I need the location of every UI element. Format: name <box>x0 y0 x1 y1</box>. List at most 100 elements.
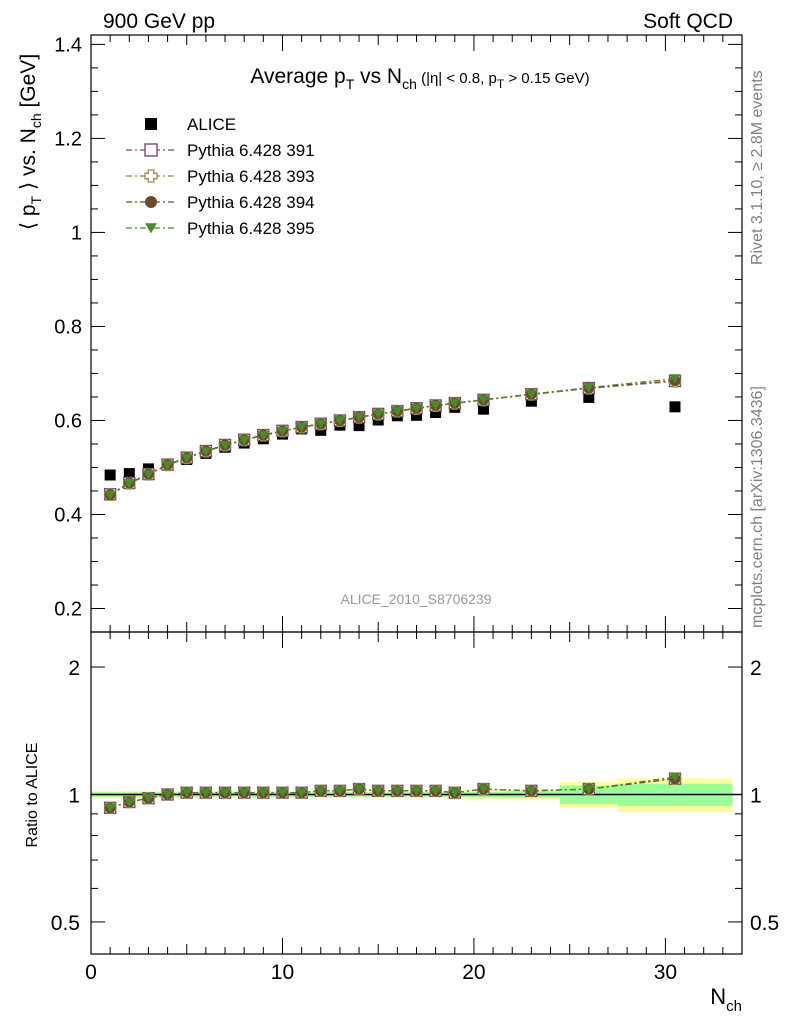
main-title: Average pT vs Nch (|η| < 0.8, pT > 0.15 … <box>250 65 589 92</box>
data-point-circle <box>145 196 157 208</box>
data-point-triangle <box>372 409 384 419</box>
legend-entry: Pythia 6.428 393 <box>126 167 315 186</box>
x-tick-label: 30 <box>654 961 677 984</box>
x-label-sub: ch <box>726 998 742 1015</box>
mcplots-label: mcplots.cern.ch [arXiv:1306.3436] <box>749 386 766 628</box>
data-point-triangle <box>334 416 346 426</box>
ratio-panel: 0.5 0.51 12 20 10 20 30 Ratio to ALICE Nch <box>24 631 779 1015</box>
data-point-triangle <box>372 786 384 796</box>
data-point-triangle <box>238 788 250 798</box>
data-point-square <box>353 420 365 432</box>
y-label-part: [GeV] <box>17 54 40 114</box>
data-point-triangle <box>123 797 135 807</box>
ratio-y-tick-label: 0.5 <box>51 912 80 935</box>
data-point-triangle <box>449 398 461 409</box>
x-tick-label: 10 <box>271 961 294 984</box>
data-point-triangle <box>478 395 490 405</box>
data-point-triangle <box>411 786 422 796</box>
data-point-triangle <box>315 419 327 429</box>
main-panel: Average pT vs Nch (|η| < 0.8, pT > 0.15 … <box>17 34 743 633</box>
x-tick-label: 20 <box>462 961 485 984</box>
ratio-series-layer <box>103 772 682 815</box>
legend-label: Pythia 6.428 394 <box>187 193 315 212</box>
x-label-part: N <box>710 984 726 1009</box>
data-point-triangle <box>669 772 681 782</box>
data-point-open-cross <box>144 169 158 183</box>
data-point-triangle <box>478 784 490 795</box>
main-title-part: > 0.15 GeV) <box>504 70 589 87</box>
ratio-axis-ticks: 0.5 0.51 12 20 10 20 30 <box>51 632 779 984</box>
analysis-watermark: ALICE_2010_S8706239 <box>340 591 491 607</box>
header-left-label: 900 GeV pp <box>103 10 215 33</box>
ratio-y-tick-label-right: 0.5 <box>750 912 779 935</box>
data-point-triangle <box>525 786 537 796</box>
legend-entry: ALICE <box>145 115 236 134</box>
main-title-part: Average p <box>250 65 345 88</box>
data-point-square <box>669 401 681 413</box>
main-series-layer <box>103 374 682 501</box>
x-axis-label: Nch <box>710 984 742 1015</box>
data-point-triangle <box>276 788 288 798</box>
data-point-square <box>583 391 595 403</box>
data-point-triangle <box>449 788 461 798</box>
data-point-triangle <box>219 440 231 451</box>
data-point-triangle <box>353 412 365 423</box>
data-point-triangle <box>430 401 442 411</box>
y-tick-label: 0.8 <box>54 316 82 338</box>
y-tick-label: 1.2 <box>54 128 82 150</box>
data-point-triangle <box>257 788 269 798</box>
y-label-part: ⟩ vs. N <box>17 128 40 196</box>
data-point-triangle <box>353 784 365 795</box>
legend-label: Pythia 6.428 391 <box>187 141 315 160</box>
data-point-triangle <box>276 426 288 437</box>
data-point-triangle <box>104 490 116 501</box>
data-point-open-square <box>144 143 158 157</box>
data-point-square <box>430 406 442 418</box>
legend-entry: Pythia 6.428 395 <box>126 219 315 238</box>
header-right-label: Soft QCD <box>643 10 733 33</box>
x-tick-label: 0 <box>85 961 97 984</box>
data-point-triangle <box>162 460 174 471</box>
legend-label: ALICE <box>187 115 236 134</box>
data-point-triangle <box>315 786 327 796</box>
ratio-series-pythia-6-428-395 <box>104 772 681 813</box>
data-point-triangle <box>430 786 442 796</box>
rivet-label: Rivet 3.1.10, ≥ 2.8M events <box>749 70 766 265</box>
data-point-triangle <box>142 470 154 480</box>
data-point-triangle <box>145 223 157 234</box>
data-point-triangle <box>296 788 308 798</box>
data-point-triangle <box>411 403 422 414</box>
main-y-axis-label: ⟨ pT ⟩ vs. Nch [GeV] <box>17 54 44 230</box>
data-point-triangle <box>162 790 174 800</box>
y-label-sub: ch <box>28 113 44 128</box>
y-label-sub: T <box>28 195 44 204</box>
data-point-triangle <box>391 786 403 796</box>
y-tick-label: 0.4 <box>54 504 82 526</box>
data-point-square <box>411 409 422 421</box>
data-point-square <box>123 468 135 480</box>
data-point-square <box>525 395 537 407</box>
series-line <box>109 378 676 496</box>
ratio-y-tick-label-right: 2 <box>750 657 762 680</box>
y-tick-label: 1 <box>71 222 82 244</box>
ratio-y-tick-label-right: 1 <box>750 784 762 807</box>
main-title-sub: T <box>346 76 355 92</box>
data-point-square <box>145 118 157 130</box>
y-label-part: ⟨ p <box>17 204 40 230</box>
legend-entry: Pythia 6.428 391 <box>126 141 315 160</box>
data-point-triangle <box>669 374 681 384</box>
ratio-y-axis-label: Ratio to ALICE <box>24 743 41 848</box>
data-point-triangle <box>391 406 403 417</box>
data-point-triangle <box>200 447 212 457</box>
data-point-triangle <box>104 803 116 813</box>
legend: ALICE Pythia 6.428 391 Pythia 6.428 393 Pyt… <box>126 115 315 238</box>
ratio-y-tick-label: 2 <box>68 657 80 680</box>
series-pythia-6-428-391 <box>103 374 682 501</box>
main-title-part: (|η| < 0.8, p <box>417 70 497 87</box>
data-point-square <box>104 469 116 481</box>
data-point-triangle <box>257 431 269 441</box>
data-point-triangle <box>334 786 346 796</box>
y-tick-label: 0.2 <box>54 598 82 620</box>
data-point-triangle <box>181 453 193 464</box>
